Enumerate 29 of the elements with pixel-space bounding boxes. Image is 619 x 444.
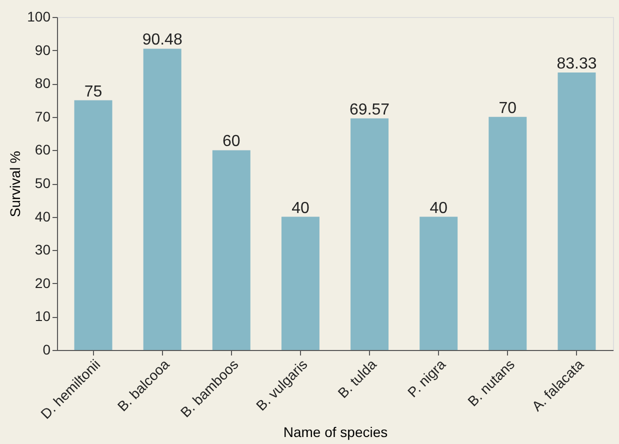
y-tick-label: 30: [34, 242, 51, 258]
bar: [350, 118, 389, 350]
data-label: 83.33: [556, 56, 597, 73]
y-tick-label: 60: [34, 142, 51, 158]
data-label: 70: [498, 100, 517, 117]
bar: [420, 216, 458, 350]
y-tick-label: 20: [34, 274, 51, 291]
y-tick-label: 10: [34, 308, 51, 324]
bar: [74, 100, 112, 350]
y-tick-label: 50: [34, 175, 51, 191]
y-tick-label: 90: [34, 42, 51, 58]
y-tick-label: 70: [34, 108, 51, 124]
x-axis-title: Name of species: [283, 424, 388, 440]
data-label: 60: [222, 133, 240, 150]
bar: [488, 116, 527, 350]
data-label: 40: [430, 200, 448, 217]
y-tick-label: 80: [34, 75, 51, 92]
data-label: 40: [292, 200, 310, 217]
y-tick-label: 100: [27, 8, 51, 24]
y-tick-label: 40: [34, 208, 51, 224]
data-label: 90.48: [142, 32, 182, 49]
data-label: 75: [84, 83, 102, 100]
bar: [558, 72, 596, 350]
data-label: 69.57: [350, 101, 390, 118]
y-axis-title: Survival %: [7, 150, 24, 218]
bar: [143, 48, 182, 350]
bar: [212, 150, 250, 350]
y-tick-label: 0: [42, 342, 51, 358]
bar: [281, 216, 320, 350]
